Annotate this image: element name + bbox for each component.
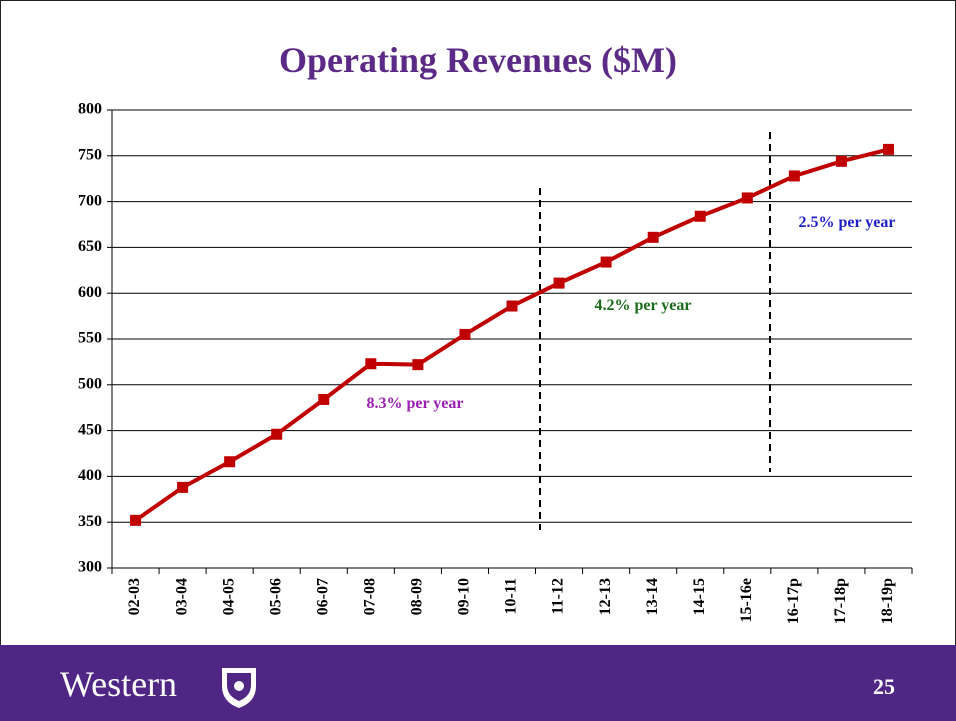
y-tick-label: 650 xyxy=(78,238,102,255)
data-point xyxy=(318,393,330,405)
x-tick-label: 13-14 xyxy=(644,578,661,615)
footer-band xyxy=(0,645,956,721)
y-tick-label: 450 xyxy=(78,421,102,438)
data-point xyxy=(882,143,894,155)
data-point xyxy=(741,192,753,204)
data-point xyxy=(459,328,471,340)
x-tick-label: 18-19p xyxy=(879,578,896,624)
annotation: 2.5% per year xyxy=(798,214,895,231)
data-point xyxy=(694,210,706,222)
y-tick-label: 300 xyxy=(78,559,102,576)
x-tick-label: 17-18p xyxy=(832,578,849,624)
chart-title: Operating Revenues ($M) xyxy=(279,40,677,80)
y-tick-label: 700 xyxy=(78,192,102,209)
x-tick-label: 08-09 xyxy=(409,578,426,615)
x-tick-label: 10-11 xyxy=(503,578,520,614)
data-point xyxy=(271,428,283,440)
footer-brand: Western xyxy=(60,664,177,704)
y-tick-label: 550 xyxy=(78,330,102,347)
annotation: 4.2% per year xyxy=(594,297,691,314)
x-tick-label: 04-05 xyxy=(220,578,237,615)
data-point xyxy=(224,456,236,468)
data-point xyxy=(412,359,424,371)
x-tick-label: 15-16e xyxy=(738,578,755,622)
x-tick-label: 07-08 xyxy=(361,578,378,615)
x-tick-label: 11-12 xyxy=(550,578,567,614)
data-point xyxy=(506,300,518,312)
data-point xyxy=(835,155,847,167)
data-point xyxy=(365,358,377,370)
y-tick-label: 800 xyxy=(78,101,102,118)
x-tick-label: 09-10 xyxy=(456,578,473,615)
x-tick-label: 05-06 xyxy=(267,578,284,615)
y-tick-label: 350 xyxy=(78,513,102,530)
logo-shield xyxy=(222,668,256,708)
data-point xyxy=(788,170,800,182)
y-tick-label: 400 xyxy=(78,467,102,484)
data-point xyxy=(177,481,189,493)
x-tick-label: 14-15 xyxy=(691,578,708,615)
x-tick-label: 06-07 xyxy=(314,578,331,615)
x-tick-label: 12-13 xyxy=(597,578,614,615)
y-tick-label: 600 xyxy=(78,284,102,301)
x-tick-label: 16-17p xyxy=(785,578,802,624)
page-number: 25 xyxy=(873,674,895,699)
data-point xyxy=(647,231,659,243)
y-tick-label: 500 xyxy=(78,375,102,392)
annotation: 8.3% per year xyxy=(366,395,463,412)
x-tick-label: 03-04 xyxy=(173,578,190,615)
data-point xyxy=(130,514,142,526)
data-point xyxy=(600,256,612,268)
y-tick-label: 750 xyxy=(78,146,102,163)
data-point xyxy=(553,277,565,289)
x-tick-label: 02-03 xyxy=(126,578,143,615)
